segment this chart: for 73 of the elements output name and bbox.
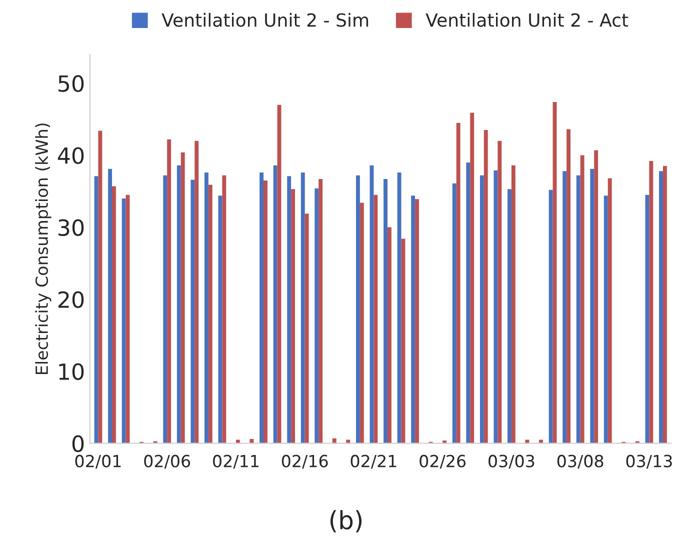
bar [180,152,185,444]
bar [122,198,126,444]
y-tick-label: 10 [59,363,84,380]
bar [548,190,553,444]
y-tick-label: 0 [72,435,84,452]
bar [112,186,116,444]
bar [204,172,208,444]
bar [360,202,364,444]
y-tick-label: 40 [58,147,84,164]
bar [562,171,567,444]
bar [250,439,254,444]
bar [649,161,654,444]
bar [484,130,488,444]
bar [608,178,612,444]
x-tick-label: 03/13 [626,454,672,469]
bar [356,175,360,444]
bar [208,184,212,444]
bar [314,188,319,444]
bar [287,176,292,444]
bar [167,139,172,444]
y-tick-label: 30 [58,219,84,236]
bar [273,165,278,444]
bar [222,175,226,444]
bar [304,214,309,444]
bar [176,165,181,444]
x-tick-label: 02/21 [350,454,396,469]
bar [466,162,470,444]
bar [108,168,112,444]
legend-label: Ventilation Unit 2 - Sim [162,12,368,27]
bar [470,112,474,444]
bar [384,179,388,444]
y-axis-title: Electricity Consumption (kWh) [35,124,52,374]
bar [190,180,195,444]
bar [494,170,498,444]
bar [480,175,484,444]
bar [374,194,378,444]
legend-label: Ventilation Unit 2 - Act [426,12,628,27]
text: (b) [330,510,362,532]
x-tick-label: 02/26 [420,454,466,469]
bar [264,180,268,444]
y-tick-label: 20 [58,291,84,308]
bar [566,129,570,444]
bar [662,166,667,444]
bar [590,168,594,444]
x-tick-label: 02/16 [282,454,328,469]
bar [291,189,295,444]
bar [498,140,502,444]
bar [332,438,336,444]
x-tick-label: 03/03 [488,454,534,469]
y-tick-label: 50 [58,75,84,92]
bar [594,150,598,444]
x-tick-label: 02/01 [75,454,121,469]
bar [98,130,102,444]
bar [456,122,460,444]
bar [580,155,584,444]
bar [452,183,456,444]
x-tick-label: 02/11 [213,454,258,469]
bar [318,179,323,444]
bar [659,171,663,444]
bar [397,172,402,444]
bar [511,165,516,444]
bar [604,196,608,444]
bar [387,227,392,444]
bar [508,189,512,444]
x-tick-label: 03/08 [557,454,604,469]
bar [260,172,264,444]
bar [411,196,416,444]
bar [300,172,305,444]
bar [415,199,419,444]
x-tick-label: 02/06 [144,454,190,469]
bar [576,175,580,444]
bar [163,175,168,444]
bar [194,140,199,444]
